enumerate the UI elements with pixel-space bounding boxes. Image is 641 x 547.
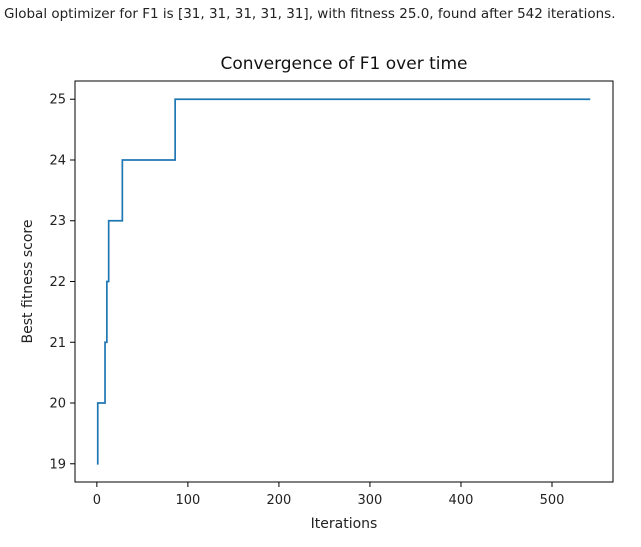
x-tick-label: 400 <box>449 493 474 508</box>
x-tick-label: 100 <box>175 493 200 508</box>
y-tick-label: 22 <box>49 275 66 290</box>
x-tick-label: 300 <box>358 493 383 508</box>
x-tick-label: 0 <box>93 493 101 508</box>
result-output-text: Global optimizer for F1 is [31, 31, 31, … <box>4 6 616 22</box>
x-tick-label: 200 <box>266 493 291 508</box>
x-tick-label: 500 <box>540 493 565 508</box>
y-tick-label: 24 <box>49 153 66 168</box>
plot-area-border <box>74 80 614 483</box>
axes-frame <box>74 80 614 483</box>
y-tick-label: 23 <box>49 214 66 229</box>
series-layer <box>96 98 591 465</box>
y-axis-title: Best fitness score <box>20 220 36 344</box>
y-tick-label: 20 <box>49 397 66 412</box>
y-tick-label: 21 <box>49 336 66 351</box>
y-axis-ticks: 19 20 21 22 23 24 25 <box>49 93 75 472</box>
y-tick-label: 19 <box>49 457 66 472</box>
x-axis-title: Iterations <box>311 516 378 532</box>
x-axis-ticks: 0 100 200 300 400 500 <box>93 482 565 508</box>
y-tick-label: 25 <box>49 93 66 108</box>
series-line-0 <box>96 98 591 465</box>
chart-title: Convergence of F1 over time <box>221 54 468 74</box>
